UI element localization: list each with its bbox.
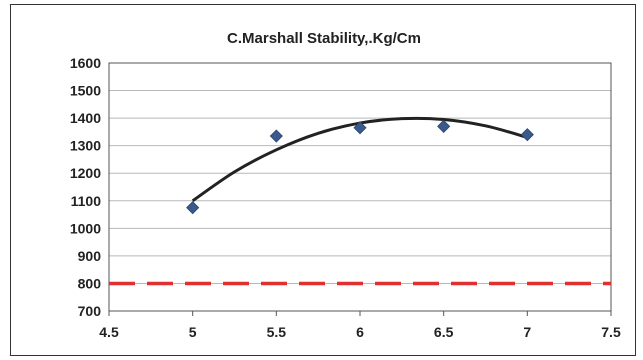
y-tick-label: 900 <box>78 248 102 264</box>
data-point <box>269 129 283 143</box>
data-point <box>520 128 534 142</box>
y-tick-label: 1300 <box>70 138 101 154</box>
y-tick-label: 1000 <box>70 220 101 236</box>
x-tick-label: 6 <box>356 324 364 340</box>
chart-title: C.Marshall Stability,.Kg/Cm <box>227 30 421 47</box>
y-tick-label: 1100 <box>71 193 102 209</box>
data-point <box>437 119 451 133</box>
gridlines <box>109 62 611 312</box>
data-points <box>186 119 534 215</box>
y-tick-labels: 700 800 900 1000 1100 1200 1300 1400 1500 1600 <box>70 55 101 319</box>
y-tick-label: 1600 <box>70 55 101 71</box>
chart-frame: C.Marshall Stability,.Kg/Cm 700 800 900 100… <box>10 4 636 356</box>
y-tick-label: 700 <box>78 303 102 319</box>
x-tick-label: 5 <box>189 324 197 340</box>
y-tick-label: 800 <box>78 275 102 291</box>
y-tick-label: 1500 <box>70 83 101 99</box>
x-tick-label: 5.5 <box>267 324 287 340</box>
plot-area-border <box>108 62 612 312</box>
y-tick-label: 1200 <box>70 165 101 181</box>
x-tick-label: 4.5 <box>99 324 119 340</box>
data-point <box>186 201 200 215</box>
y-tick-label: 1400 <box>70 110 101 126</box>
x-tick-labels: 4.5 5 5.5 6 6.5 7 7.5 <box>99 324 621 340</box>
data-point <box>353 121 367 135</box>
x-tick-label: 6.5 <box>434 324 454 340</box>
axes <box>108 62 612 316</box>
marshall-stability-chart: C.Marshall Stability,.Kg/Cm 700 800 900 100… <box>70 30 621 340</box>
x-tick-label: 7 <box>523 324 531 340</box>
x-tick-label: 7.5 <box>601 324 621 340</box>
